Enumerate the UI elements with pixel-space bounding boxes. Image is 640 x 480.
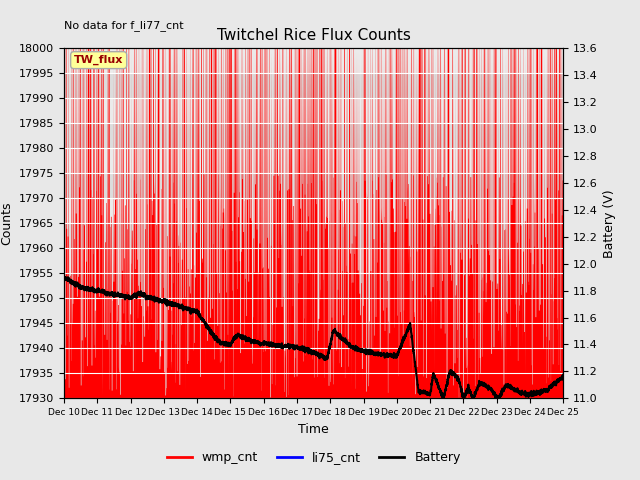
Bar <box>64 123 563 148</box>
Text: No data for f_li77_cnt: No data for f_li77_cnt <box>64 20 184 31</box>
Y-axis label: Battery (V): Battery (V) <box>604 189 616 257</box>
Bar <box>64 298 563 324</box>
Bar <box>64 73 563 98</box>
Bar <box>64 198 563 223</box>
Text: TW_flux: TW_flux <box>74 55 124 65</box>
Bar <box>64 223 563 248</box>
Y-axis label: Counts: Counts <box>1 202 13 245</box>
Bar <box>64 324 563 348</box>
Title: Twitchel Rice Flux Counts: Twitchel Rice Flux Counts <box>217 28 410 43</box>
Bar <box>64 273 563 298</box>
Bar <box>64 48 563 73</box>
Bar <box>64 248 563 273</box>
Bar <box>64 98 563 123</box>
Bar <box>64 173 563 198</box>
Legend: wmp_cnt, li75_cnt, Battery: wmp_cnt, li75_cnt, Battery <box>161 446 466 469</box>
Bar <box>64 348 563 373</box>
X-axis label: Time: Time <box>298 423 329 436</box>
Bar <box>64 373 563 398</box>
Bar <box>64 148 563 173</box>
